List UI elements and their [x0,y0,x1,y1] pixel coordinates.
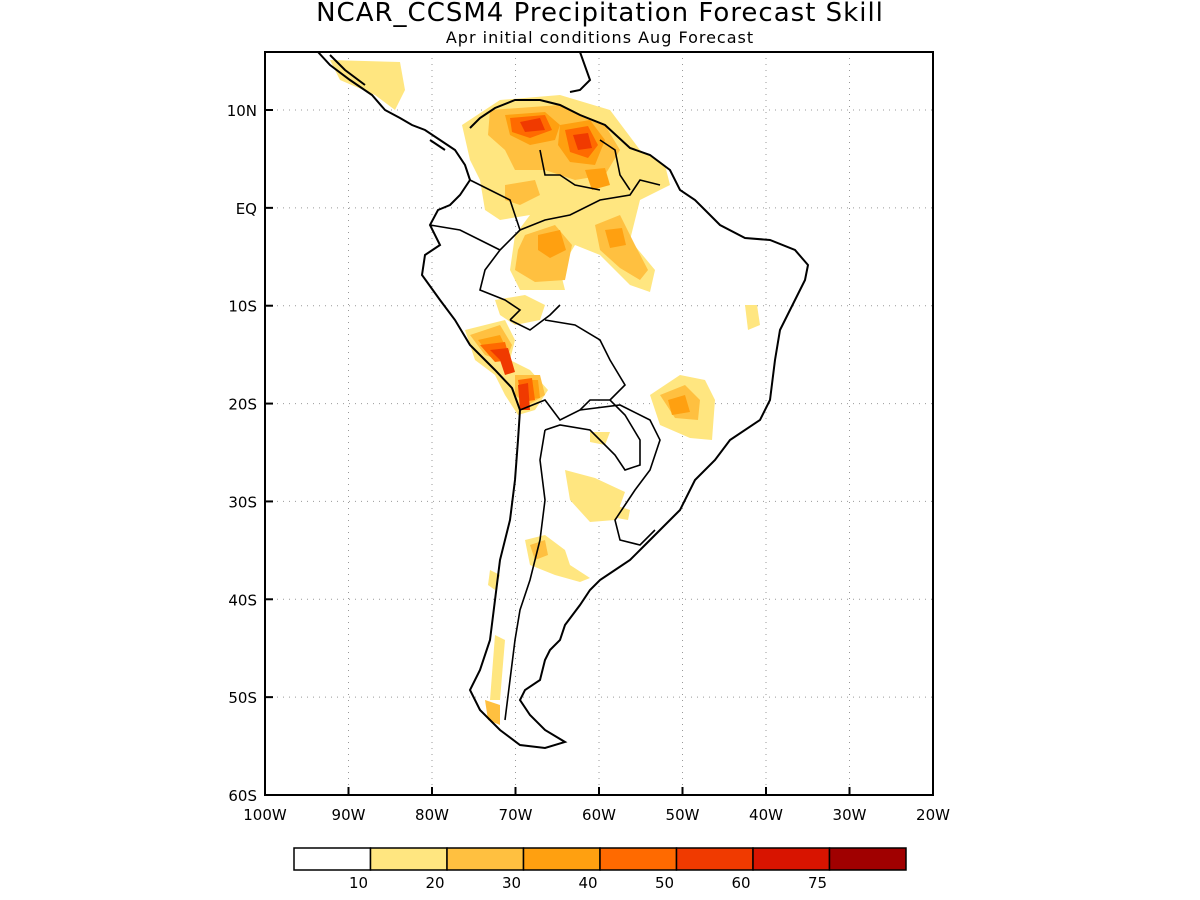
legend-swatch [446,847,525,871]
lon-tick-label: 20W [916,806,950,824]
lon-tick-label: 40W [749,806,783,824]
lon-tick-label: 60W [582,806,616,824]
legend-swatch [369,847,448,871]
lat-tick-label: 10S [228,298,257,316]
legend-swatch [293,847,372,871]
legend-swatch [522,847,601,871]
country-borders [429,139,661,721]
longitude-ticks [264,787,934,795]
lat-tick-label: 50S [228,689,257,707]
legend-level-label: 60 [731,874,750,892]
skill-shading [330,60,760,725]
legend-level-label: 40 [578,874,597,892]
lon-tick-label: 70W [499,806,533,824]
map-title: NCAR_CCSM4 Precipitation Forecast Skill [316,0,884,28]
legend-swatch [828,847,907,871]
coastlines [317,52,810,750]
map-subtitle: Apr initial conditions Aug Forecast [445,28,755,47]
legend-swatch [675,847,754,871]
legend-level-label: 10 [349,874,368,892]
legend-level-label: 20 [425,874,444,892]
lat-tick-label: 20S [228,396,257,414]
legend-swatch [752,847,831,871]
lat-tick-label: 60S [228,787,257,805]
lon-tick-label: 80W [415,806,449,824]
lon-tick-label: 50W [666,806,700,824]
lon-tick-label: 90W [332,806,366,824]
lat-tick-label: 30S [228,493,257,511]
latitude-labels: 10N EQ 10S 20S 30S 40S 50S 60S [227,102,257,805]
lon-tick-label: 100W [243,806,287,824]
legend-level-label: 50 [655,874,674,892]
longitude-labels: 100W 90W 80W 70W 60W 50W 40W 30W 20W [243,806,950,824]
legend-swatch [599,847,678,871]
lon-tick-label: 30W [833,806,867,824]
lat-tick-label: 40S [228,591,257,609]
legend-level-label: 30 [502,874,521,892]
legend-level-label: 75 [808,874,827,892]
skill-area-argentina-north [565,470,625,522]
lat-tick-label: EQ [236,200,257,218]
color-legend: 10 20 30 40 50 60 75 [293,847,907,892]
lat-tick-label: 10N [227,102,257,120]
latitude-ticks [265,109,273,796]
